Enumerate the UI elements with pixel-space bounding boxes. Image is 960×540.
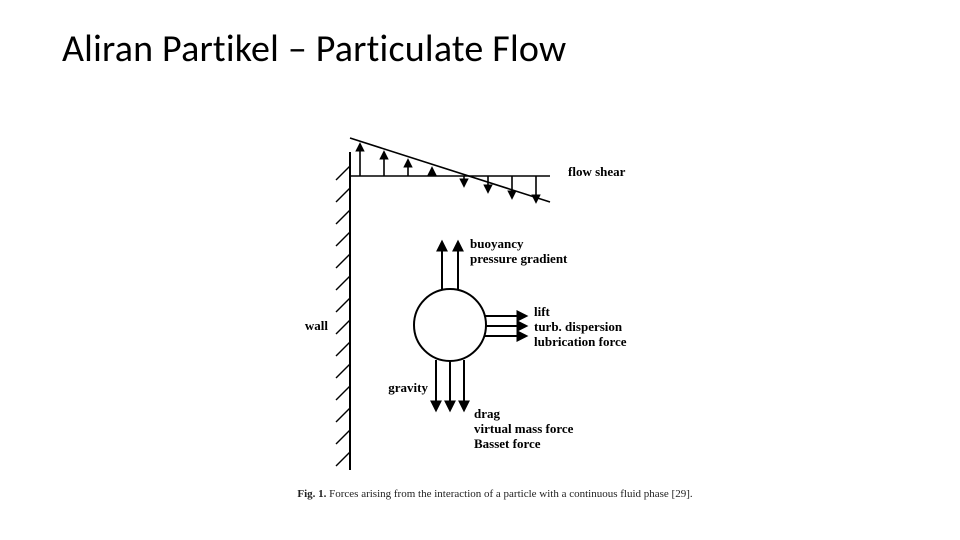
down-label-left: gravity — [388, 380, 428, 395]
page-title: Aliran Partikel – Particulate Flow — [62, 26, 566, 72]
down-arrows — [436, 360, 464, 410]
down-label-3: Basset force — [474, 436, 541, 451]
caption-lead: Fig. 1. — [297, 488, 329, 500]
right-label-2: turb. dispersion — [534, 319, 623, 334]
up-label-2: pressure gradient — [470, 251, 568, 266]
force-diagram: wall flow shear — [280, 130, 710, 500]
shear-profile — [350, 138, 550, 202]
diagram-svg: wall flow shear — [280, 130, 710, 500]
shear-label: flow shear — [568, 164, 626, 179]
wall-label: wall — [305, 318, 329, 333]
slide: Aliran Partikel – Particulate Flow — [0, 0, 960, 540]
right-arrows — [485, 316, 526, 336]
figure-caption: Fig. 1. Forces arising from the interact… — [280, 488, 710, 500]
down-label-1: drag — [474, 406, 501, 421]
up-label-1: buoyancy — [470, 236, 524, 251]
right-label-3: lubrication force — [534, 334, 627, 349]
right-label-1: lift — [534, 304, 551, 319]
up-arrows — [442, 242, 458, 290]
down-label-2: virtual mass force — [474, 421, 574, 436]
caption-text: Forces arising from the interaction of a… — [329, 488, 693, 500]
particle — [414, 289, 486, 361]
wall-hatching — [336, 166, 350, 466]
